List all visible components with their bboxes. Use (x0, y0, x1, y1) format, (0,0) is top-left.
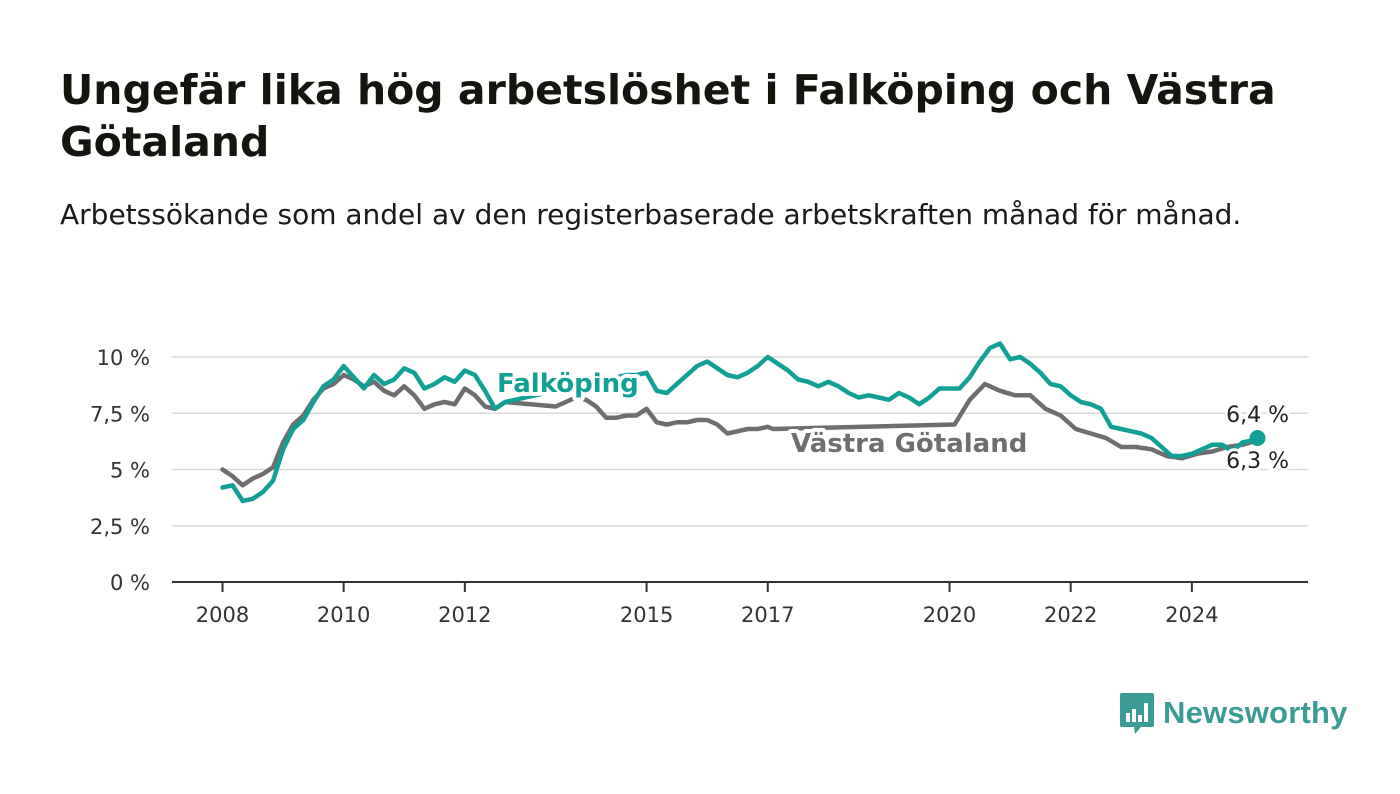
x-tick-label: 2024 (1165, 603, 1218, 627)
brand-name: Newsworthy (1163, 695, 1348, 730)
x-axis: 2008 2010 2012 2015 2017 2020 2022 2024 (172, 581, 1308, 627)
y-tick-label: 5 % (110, 459, 150, 483)
x-tick-label: 2008 (196, 603, 249, 627)
y-axis: 0 % 2,5 % 5 % 7,5 % 10 % (90, 346, 150, 595)
x-tick-label: 2012 (438, 603, 491, 627)
gridlines (172, 356, 1308, 527)
newsworthy-logo-icon (1120, 693, 1154, 734)
chart-subtitle: Arbetssökande som andel av den registerb… (60, 198, 1242, 231)
series-label-vastra-gotaland: Västra Götaland (791, 429, 1027, 459)
chart-title: Ungefär lika hög arbetslöshet i Falköpin… (60, 66, 1276, 166)
series-lines (220, 341, 1266, 504)
series-end-dot (1249, 430, 1266, 446)
end-label-vastra-gotaland: 6,3 % (1226, 449, 1289, 474)
brand-logo: Newsworthy (1119, 690, 1348, 736)
x-tick-label: 2010 (317, 603, 370, 627)
end-label-falkoping: 6,4 % (1226, 403, 1289, 428)
y-tick-label: 10 % (97, 346, 150, 370)
x-tick-label: 2015 (620, 603, 673, 627)
y-tick-label: 2,5 % (90, 515, 150, 539)
x-tick-label: 2017 (741, 603, 794, 627)
series-labels: Falköping Västra Götaland 6,4 % 6,3 % (493, 365, 1292, 477)
series-line-falkoping (220, 341, 1260, 504)
x-tick-label: 2020 (923, 603, 976, 627)
x-tick-label: 2022 (1044, 603, 1097, 627)
series-label-falkoping: Falköping (497, 369, 639, 399)
series-line-vastra-gotaland (220, 372, 1260, 488)
y-tick-label: 0 % (110, 571, 150, 595)
y-tick-label: 7,5 % (90, 402, 150, 426)
